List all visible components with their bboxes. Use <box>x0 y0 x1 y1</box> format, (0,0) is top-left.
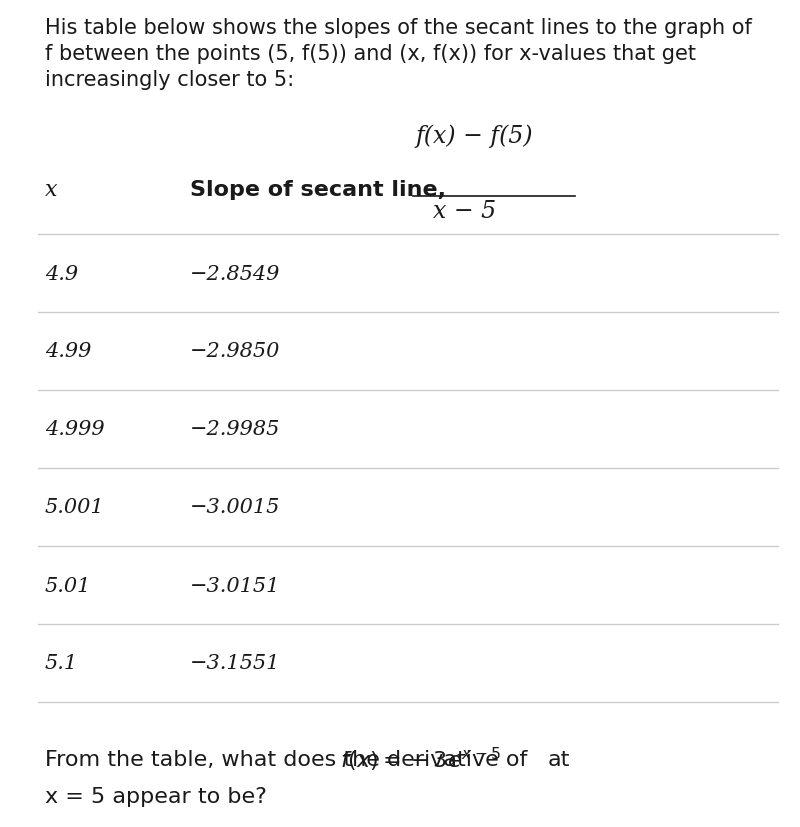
Text: 4.999: 4.999 <box>45 420 105 439</box>
Text: $f(x) = -3e^{x-5}$: $f(x) = -3e^{x-5}$ <box>340 745 501 773</box>
Text: −3.0151: −3.0151 <box>190 576 280 595</box>
Text: f(x) − f(5): f(x) − f(5) <box>415 124 533 148</box>
Text: 4.9: 4.9 <box>45 264 78 283</box>
Text: f between the points (5, f(5)) and (x, f(x)) for x-values that get: f between the points (5, f(5)) and (x, f… <box>45 44 696 64</box>
Text: −2.8549: −2.8549 <box>190 264 280 283</box>
Text: 5.01: 5.01 <box>45 576 91 595</box>
Text: x: x <box>45 179 58 201</box>
Text: x − 5: x − 5 <box>433 200 496 222</box>
Text: His table below shows the slopes of the secant lines to the graph of: His table below shows the slopes of the … <box>45 18 752 38</box>
Text: Slope of secant line,: Slope of secant line, <box>190 179 446 200</box>
Text: 5.1: 5.1 <box>45 653 78 672</box>
Text: −2.9985: −2.9985 <box>190 420 280 439</box>
Text: 5.001: 5.001 <box>45 498 105 517</box>
Text: −3.1551: −3.1551 <box>190 653 280 672</box>
Text: 4.99: 4.99 <box>45 342 91 361</box>
Text: at: at <box>548 749 570 769</box>
Text: From the table, what does the derivative of: From the table, what does the derivative… <box>45 749 527 769</box>
Text: −2.9850: −2.9850 <box>190 342 280 361</box>
Text: increasingly closer to 5:: increasingly closer to 5: <box>45 70 294 90</box>
Text: −3.0015: −3.0015 <box>190 498 280 517</box>
Text: x = 5 appear to be?: x = 5 appear to be? <box>45 786 267 806</box>
